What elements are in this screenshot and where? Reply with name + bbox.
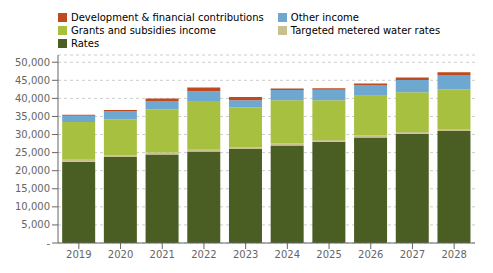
svg-text:15,000: 15,000 — [15, 183, 50, 194]
svg-text:2027: 2027 — [400, 249, 425, 260]
html-text:Grants and subsidies income: Grants and subsidies income — [71, 25, 216, 36]
svg-text:2019: 2019 — [66, 249, 91, 260]
svg-text:20,000: 20,000 — [15, 165, 50, 176]
svg-text:10,000: 10,000 — [15, 201, 50, 212]
svg-text:35,000: 35,000 — [15, 111, 50, 122]
html-text:Development & financial contri: Development & financial contributions — [71, 12, 264, 23]
svg-text:-: - — [46, 238, 50, 249]
html-text:Targeted metered water rates: Targeted metered water rates — [290, 25, 441, 36]
svg-text:45,000: 45,000 — [15, 75, 50, 86]
svg-text:30,000: 30,000 — [15, 129, 50, 140]
svg-text:5,000: 5,000 — [21, 219, 50, 230]
svg-text:2028: 2028 — [441, 249, 466, 260]
svg-text:2025: 2025 — [316, 249, 341, 260]
svg-text:40,000: 40,000 — [15, 93, 50, 104]
svg-text:50,000: 50,000 — [15, 57, 50, 68]
svg-text:2020: 2020 — [108, 249, 133, 260]
svg-text:2026: 2026 — [358, 249, 383, 260]
html-text:Rates: Rates — [71, 38, 100, 49]
html-text:Other income: Other income — [290, 12, 359, 23]
svg-text:2022: 2022 — [191, 249, 216, 260]
svg-text:2021: 2021 — [150, 249, 175, 260]
svg-text:2024: 2024 — [275, 249, 300, 260]
svg-text:25,000: 25,000 — [15, 147, 50, 158]
svg-text:2023: 2023 — [233, 249, 258, 260]
